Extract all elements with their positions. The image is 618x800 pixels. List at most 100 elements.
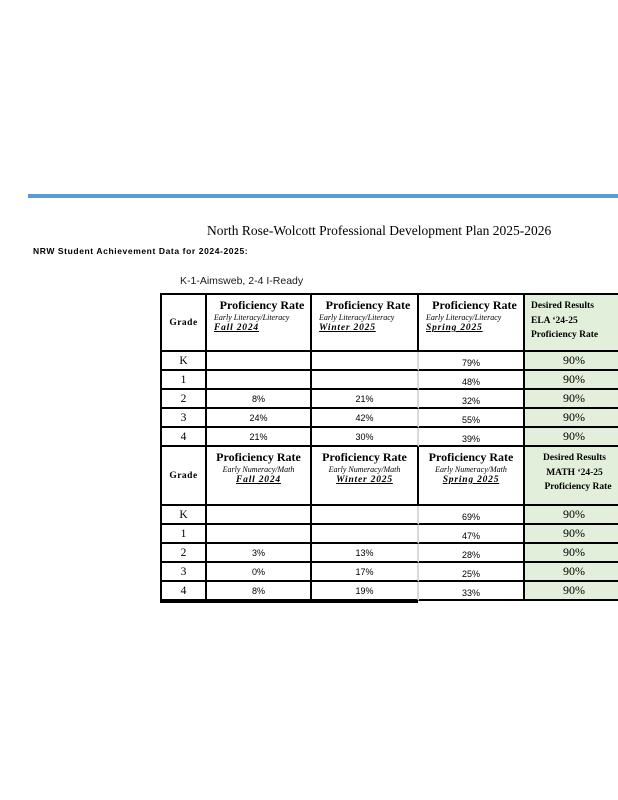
desired-line3: Proficiency Rate (531, 328, 618, 343)
desired-value-cell: 90% (525, 428, 618, 447)
winter-value-cell: 17% (312, 563, 419, 582)
desired-label-left: Proficiency (544, 482, 591, 493)
table-row: 3 24% 42% 55% 90% (162, 409, 618, 428)
math-spring-header: Proficiency Rate Early Numeracy/Math Spr… (419, 447, 525, 506)
column-term: Spring 2025 (426, 323, 483, 333)
spring-value-cell: 39% (419, 428, 525, 447)
grade-cell: 2 (162, 544, 207, 563)
table-row: K 69% 90% (162, 506, 618, 525)
grade-cell: 3 (162, 409, 207, 428)
table-row: K 79% 90% (162, 352, 618, 371)
desired-line1: Desired Results (531, 301, 594, 311)
spring-value-cell: 48% (419, 371, 525, 390)
winter-value-cell (312, 506, 419, 525)
column-measure: Early Numeracy/Math (328, 465, 401, 474)
grade-cell: 2 (162, 390, 207, 409)
math-winter-header: Proficiency Rate Early Numeracy/Math Win… (312, 447, 419, 506)
desired-value-cell: 90% (525, 563, 618, 582)
column-title: Proficiency Rate (219, 298, 305, 312)
ela-desired-results-header: Desired Results ELA ‘24-25 Proficiency R… (525, 295, 618, 352)
column-title: Proficiency Rate (428, 450, 514, 464)
ela-fall-header: Proficiency Rate Early Literacy/Literacy… (207, 295, 312, 352)
ela-header-row: Grade Proficiency Rate Early Literacy/Li… (162, 295, 618, 352)
math-desired-results-header: Desired Results MATH ‘24-25 Proficiency … (525, 447, 618, 506)
table-caption: K-1-Aimsweb, 2-4 I-Ready (180, 275, 304, 287)
fall-value-cell: 24% (207, 409, 312, 428)
grade-cell: K (162, 352, 207, 371)
ela-winter-header: Proficiency Rate Early Literacy/Literacy… (312, 295, 419, 352)
fall-value-cell (207, 506, 312, 525)
column-measure: Early Numeracy/Math (435, 465, 507, 474)
table-row: 1 47% 90% (162, 525, 618, 544)
spring-value-cell: 33% (419, 582, 525, 601)
achievement-data-heading: NRW Student Achievement Data for 2024-20… (33, 246, 249, 256)
column-measure: Early Literacy/Literacy (426, 313, 502, 322)
column-title: Proficiency Rate (432, 298, 517, 312)
column-term: Winter 2025 (336, 475, 393, 485)
spring-value-cell: 79% (419, 352, 525, 371)
desired-value-cell: 90% (525, 409, 618, 428)
desired-line2: ELA ‘24-25 (531, 315, 578, 326)
fall-value-cell: 3% (207, 544, 312, 563)
ela-spring-header: Proficiency Rate Early Literacy/Literacy… (419, 295, 525, 352)
winter-value-cell: 19% (312, 582, 419, 601)
column-measure: Early Literacy/Literacy (214, 313, 290, 322)
winter-value-cell: 30% (312, 428, 419, 447)
desired-value-cell: 90% (525, 544, 618, 563)
math-header-row: Grade Proficiency Rate Early Numeracy/Ma… (162, 447, 618, 506)
grade-cell: 3 (162, 563, 207, 582)
spring-value-cell: 32% (419, 390, 525, 409)
desired-value-cell: 90% (525, 582, 618, 601)
table-row: 4 8% 19% 33% 90% (162, 582, 618, 601)
math-grade-header: Grade (162, 447, 207, 506)
winter-value-cell: 13% (312, 544, 419, 563)
ela-section: Grade Proficiency Rate Early Literacy/Li… (162, 295, 618, 447)
winter-value-cell (312, 525, 419, 544)
desired-value-cell: 90% (525, 525, 618, 544)
spring-value-cell: 55% (419, 409, 525, 428)
column-term: Winter 2025 (319, 323, 376, 333)
desired-label-right: Rate (592, 482, 612, 493)
column-measure: Early Numeracy/Math (222, 465, 295, 474)
grade-cell: 1 (162, 371, 207, 390)
desired-label-right: Rate (579, 330, 599, 341)
column-title: Proficiency Rate (325, 298, 411, 312)
desired-value-cell: 90% (525, 390, 618, 409)
student-achievement-table: Grade Proficiency Rate Early Literacy/Li… (160, 293, 618, 601)
grade-cell: 1 (162, 525, 207, 544)
grade-cell: K (162, 506, 207, 525)
spring-value-cell: 25% (419, 563, 525, 582)
column-title: Proficiency Rate (216, 450, 301, 464)
math-section: Grade Proficiency Rate Early Numeracy/Ma… (162, 447, 618, 601)
desired-line2: MATH ‘24-25 (546, 467, 603, 478)
column-term: Fall 2024 (236, 475, 281, 485)
column-term: Fall 2024 (214, 323, 259, 333)
fall-value-cell (207, 352, 312, 371)
grade-cell: 4 (162, 582, 207, 601)
accent-divider-line (28, 194, 618, 198)
fall-value-cell: 8% (207, 582, 312, 601)
desired-value-cell: 90% (525, 371, 618, 390)
winter-value-cell: 21% (312, 390, 419, 409)
math-fall-header: Proficiency Rate Early Numeracy/Math Fal… (207, 447, 312, 506)
fall-value-cell (207, 525, 312, 544)
fall-value-cell (207, 371, 312, 390)
fall-value-cell: 0% (207, 563, 312, 582)
spring-value-cell: 28% (419, 544, 525, 563)
column-measure: Early Literacy/Literacy (319, 313, 395, 322)
table-row: 4 21% 30% 39% 90% (162, 428, 618, 447)
table-row: 3 0% 17% 25% 90% (162, 563, 618, 582)
table-row: 2 3% 13% 28% 90% (162, 544, 618, 563)
ela-grade-header: Grade (162, 295, 207, 352)
table-row: 1 48% 90% (162, 371, 618, 390)
winter-value-cell (312, 371, 419, 390)
spring-value-cell: 47% (419, 525, 525, 544)
desired-line3: Proficiency Rate (531, 480, 618, 495)
desired-value-cell: 90% (525, 506, 618, 525)
column-term: Spring 2025 (442, 475, 500, 485)
desired-line1: Desired Results (543, 453, 606, 463)
fall-value-cell: 8% (207, 390, 312, 409)
table-row: 2 8% 21% 32% 90% (162, 390, 618, 409)
grade-cell: 4 (162, 428, 207, 447)
